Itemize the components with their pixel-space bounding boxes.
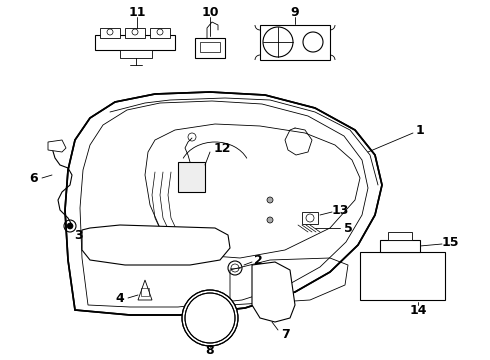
- Circle shape: [267, 197, 273, 203]
- Text: 10: 10: [201, 5, 219, 18]
- Polygon shape: [388, 232, 412, 240]
- Polygon shape: [95, 35, 175, 50]
- Polygon shape: [100, 28, 120, 38]
- Polygon shape: [120, 50, 152, 58]
- Polygon shape: [252, 262, 295, 322]
- Circle shape: [67, 223, 73, 229]
- Circle shape: [267, 217, 273, 223]
- Text: 3: 3: [74, 229, 82, 242]
- Text: 8: 8: [206, 343, 214, 356]
- Polygon shape: [65, 92, 382, 315]
- Text: 5: 5: [343, 221, 352, 234]
- Polygon shape: [195, 38, 225, 58]
- Polygon shape: [138, 280, 152, 300]
- Text: 6: 6: [30, 171, 38, 185]
- Text: 9: 9: [291, 5, 299, 18]
- Text: 11: 11: [128, 5, 146, 18]
- Circle shape: [182, 290, 238, 346]
- Text: 13: 13: [331, 203, 349, 216]
- Text: 12: 12: [213, 141, 231, 154]
- Polygon shape: [48, 140, 66, 152]
- Text: 15: 15: [441, 235, 459, 248]
- Circle shape: [231, 264, 239, 272]
- Polygon shape: [102, 228, 120, 243]
- Polygon shape: [150, 28, 170, 38]
- Polygon shape: [82, 225, 230, 265]
- Polygon shape: [380, 240, 420, 252]
- Text: 14: 14: [409, 303, 427, 316]
- Polygon shape: [125, 28, 145, 38]
- Text: 4: 4: [116, 292, 124, 305]
- Polygon shape: [178, 162, 205, 192]
- Polygon shape: [260, 25, 330, 60]
- Polygon shape: [360, 252, 445, 300]
- Bar: [200, 42, 220, 52]
- Text: 2: 2: [254, 253, 262, 266]
- Text: 1: 1: [416, 123, 424, 136]
- Text: 7: 7: [281, 328, 290, 342]
